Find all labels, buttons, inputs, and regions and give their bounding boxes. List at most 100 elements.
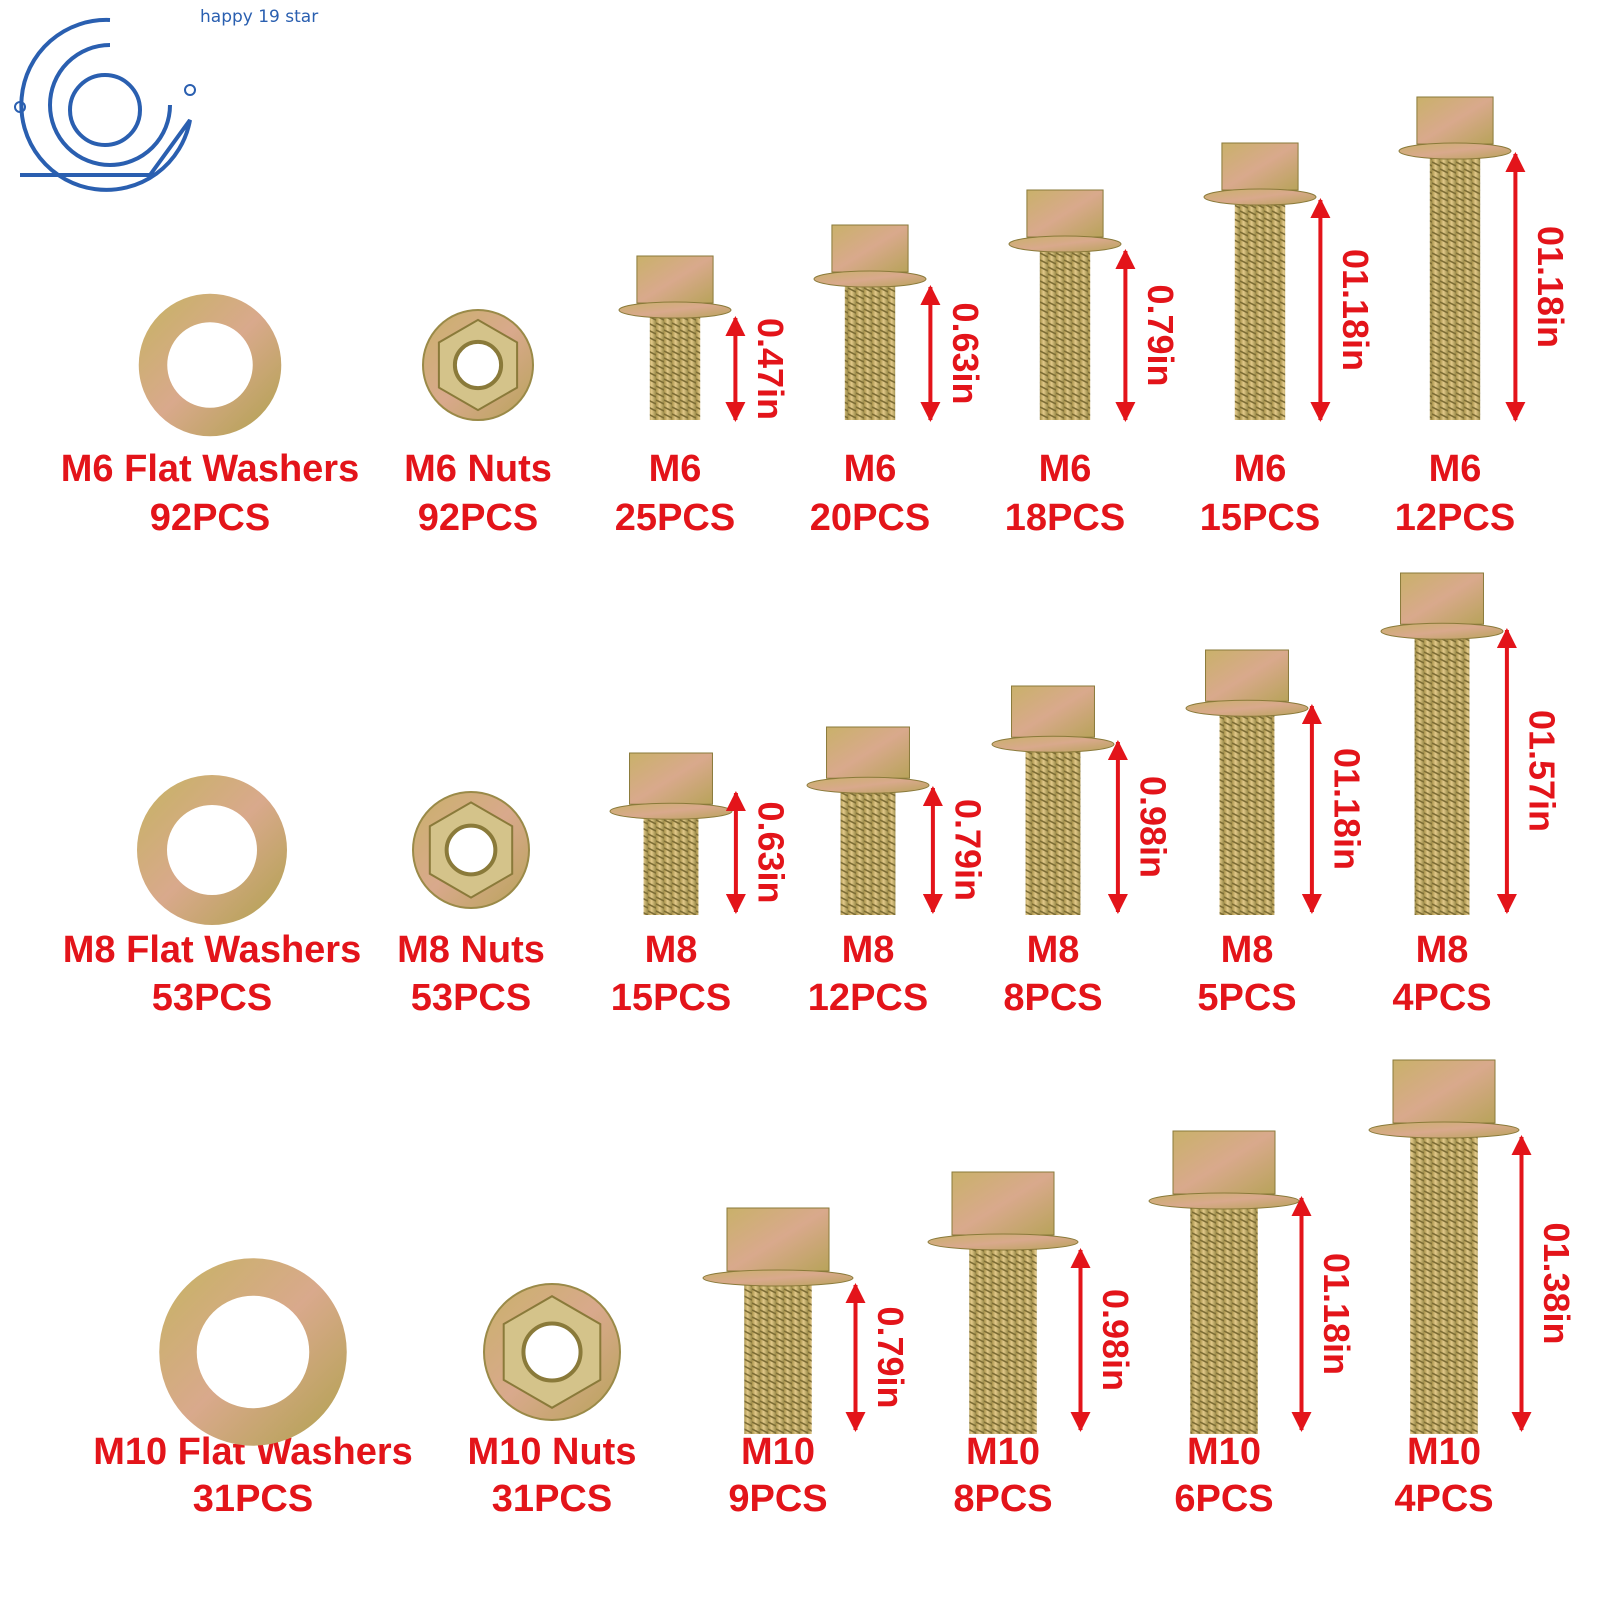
bolt-head bbox=[1221, 142, 1299, 191]
item-name: M10 bbox=[1407, 1431, 1481, 1473]
washer bbox=[138, 293, 282, 437]
length-label: 01.57in bbox=[1521, 710, 1562, 832]
item-count: 18PCS bbox=[1005, 497, 1125, 539]
item: M10 8PCS 0.98in bbox=[927, 1171, 1136, 1520]
length-label: 0.63in bbox=[945, 302, 986, 404]
bolt-head bbox=[726, 1207, 830, 1272]
length-label: 01.18in bbox=[1335, 249, 1376, 371]
nut-hole bbox=[521, 1321, 583, 1383]
bolt-shank bbox=[969, 1249, 1037, 1434]
bolt-head bbox=[636, 255, 714, 304]
bolt-flange bbox=[1148, 1192, 1300, 1210]
length-label: 0.47in bbox=[750, 318, 791, 420]
bolt-head bbox=[1392, 1059, 1496, 1124]
bolt-shank bbox=[1414, 638, 1470, 915]
logo-text: happy 19 star bbox=[200, 7, 318, 27]
bolt-flange bbox=[1185, 699, 1309, 717]
bolt-shank bbox=[744, 1285, 812, 1434]
item-name: M6 Nuts bbox=[404, 448, 552, 490]
bolt-flange bbox=[813, 270, 927, 288]
bolt-shank bbox=[649, 317, 701, 420]
length-label: 0.79in bbox=[947, 799, 988, 901]
item-count: 53PCS bbox=[411, 977, 531, 1019]
item: M6 15PCS 01.18in bbox=[1200, 142, 1376, 539]
nut-hole bbox=[452, 339, 504, 391]
bolt-head bbox=[1400, 572, 1484, 625]
item-name: M10 bbox=[966, 1431, 1040, 1473]
length-label: 0.98in bbox=[1095, 1289, 1136, 1391]
nut-hole bbox=[444, 823, 498, 877]
item-count: 15PCS bbox=[611, 977, 731, 1019]
item-count: 92PCS bbox=[150, 497, 270, 539]
item-count: 31PCS bbox=[193, 1478, 313, 1520]
item-name: M6 bbox=[1039, 448, 1092, 490]
length-label: 01.18in bbox=[1316, 1253, 1357, 1375]
item-name: M8 Flat Washers bbox=[63, 929, 361, 971]
bolt-flange bbox=[1368, 1121, 1520, 1139]
item-name: M10 bbox=[741, 1431, 815, 1473]
bolt-shank bbox=[643, 818, 699, 915]
item-name: M10 Nuts bbox=[468, 1431, 637, 1473]
bolt-head bbox=[831, 224, 909, 273]
item: M6 18PCS 0.79in bbox=[1005, 189, 1181, 539]
item-count: 25PCS bbox=[615, 497, 735, 539]
logo: happy 19 star bbox=[14, 7, 318, 192]
item: M8 15PCS 0.63in bbox=[609, 752, 791, 1019]
length-label: 01.18in bbox=[1326, 748, 1367, 870]
item-name: M6 bbox=[1429, 448, 1482, 490]
bolt-flange bbox=[1380, 622, 1504, 640]
item-name: M6 bbox=[1234, 448, 1287, 490]
length-label: 01.38in bbox=[1536, 1222, 1577, 1344]
item-name: M8 Nuts bbox=[397, 929, 545, 971]
bolt-head bbox=[1416, 96, 1494, 145]
item: M10 9PCS 0.79in bbox=[702, 1207, 911, 1520]
item-count: 31PCS bbox=[492, 1478, 612, 1520]
length-label: 0.98in bbox=[1132, 776, 1173, 878]
item-count: 6PCS bbox=[1174, 1478, 1273, 1520]
bolt-shank bbox=[1219, 715, 1275, 915]
item: M6 25PCS 0.47in bbox=[615, 255, 791, 539]
item-name: M6 Flat Washers bbox=[61, 448, 359, 490]
item-count: 53PCS bbox=[152, 977, 272, 1019]
bolt-flange bbox=[618, 301, 732, 319]
item: M8 Nuts 53PCS bbox=[397, 791, 545, 1019]
length-label: 01.18in bbox=[1530, 226, 1571, 348]
item: M8 12PCS 0.79in bbox=[806, 726, 988, 1019]
item-count: 12PCS bbox=[808, 977, 928, 1019]
item-count: 4PCS bbox=[1392, 977, 1491, 1019]
item-count: 15PCS bbox=[1200, 497, 1320, 539]
item: M8 4PCS 01.57in bbox=[1380, 572, 1562, 1019]
bolt-head bbox=[951, 1171, 1055, 1236]
item-name: M8 bbox=[1221, 929, 1274, 971]
item-count: 9PCS bbox=[728, 1478, 827, 1520]
bolt-shank bbox=[840, 792, 896, 915]
bolt-head bbox=[1011, 685, 1095, 738]
length-label: 0.79in bbox=[1140, 284, 1181, 386]
item-name: M6 bbox=[649, 448, 702, 490]
bolt-flange bbox=[702, 1269, 854, 1287]
item: M8 8PCS 0.98in bbox=[991, 685, 1173, 1019]
washer bbox=[137, 775, 287, 925]
bolt-head bbox=[629, 752, 713, 805]
bolt-shank bbox=[1039, 251, 1091, 420]
item-name: M6 bbox=[844, 448, 897, 490]
bolt-shank bbox=[1025, 751, 1081, 915]
item: M6 12PCS 01.18in bbox=[1395, 96, 1571, 539]
item-name: M8 bbox=[842, 929, 895, 971]
item: M6 Flat Washers 92PCS bbox=[61, 293, 359, 539]
item: M10 6PCS 01.18in bbox=[1148, 1130, 1357, 1520]
bolt-shank bbox=[1234, 204, 1286, 420]
item: M10 Nuts 31PCS bbox=[468, 1283, 637, 1520]
item-name: M8 bbox=[645, 929, 698, 971]
bolt-flange bbox=[1203, 188, 1317, 206]
bolt-flange bbox=[1008, 235, 1122, 253]
item-name: M8 bbox=[1416, 929, 1469, 971]
bolt-flange bbox=[991, 735, 1115, 753]
bolt-flange bbox=[1398, 142, 1512, 160]
bolt-head bbox=[1172, 1130, 1276, 1195]
length-label: 0.63in bbox=[750, 801, 791, 903]
bolt-head bbox=[1205, 649, 1289, 702]
item: M10 4PCS 01.38in bbox=[1368, 1059, 1577, 1520]
